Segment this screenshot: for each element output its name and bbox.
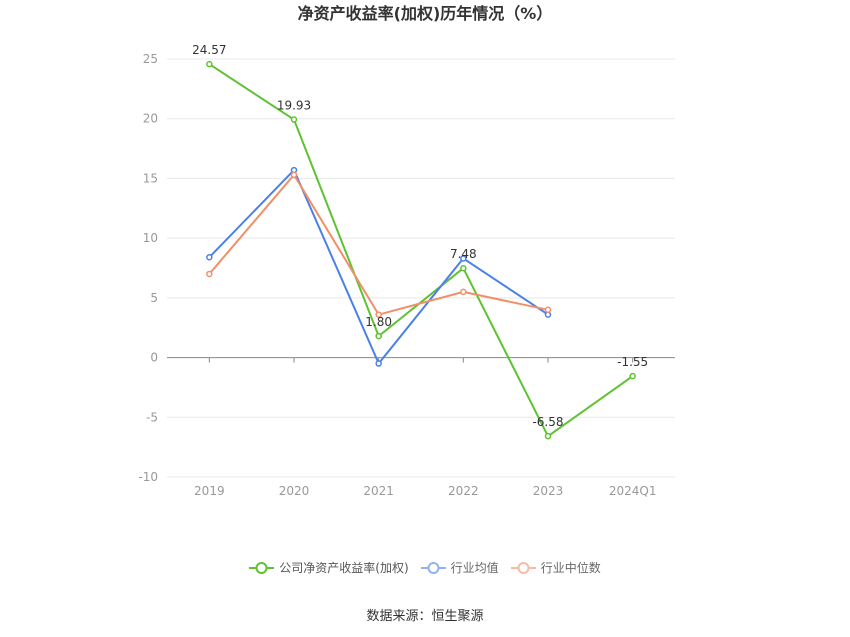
- data-point: [460, 288, 467, 296]
- y-tick-label: -5: [146, 410, 158, 424]
- data-source: 数据来源：恒生聚源: [366, 609, 484, 624]
- data-point: [544, 432, 552, 440]
- data-point: [460, 264, 467, 272]
- y-tick-label: 10: [143, 231, 158, 245]
- legend-label-industry-mean: 行业均值: [450, 561, 499, 575]
- legend-item-industry-mean[interactable]: 行业均值: [420, 559, 499, 577]
- data-label: 1.80: [365, 315, 392, 329]
- legend-label-industry-median: 行业中位数: [540, 561, 601, 575]
- x-tick-label: 2023: [533, 484, 564, 498]
- data-point: [206, 254, 213, 261]
- data-point: [375, 311, 382, 318]
- chart-title: 净资产收益率(加权)历年情况（%）: [297, 4, 553, 23]
- legend-line-circle-icon: [249, 562, 275, 574]
- y-tick-label: -10: [138, 470, 158, 484]
- legend-label-company-roe: 公司净资产收益率(加权): [279, 561, 409, 575]
- x-tick-label: 2019: [194, 484, 225, 498]
- legend-line-circle-icon: [420, 562, 446, 574]
- y-tick-label: 0: [150, 351, 158, 365]
- data-label: 19.93: [277, 99, 311, 113]
- data-point: [290, 116, 298, 123]
- data-point: [290, 171, 298, 179]
- y-tick-label: 25: [143, 52, 158, 66]
- legend-line-circle-icon: [510, 562, 536, 574]
- data-point: [206, 60, 213, 68]
- data-point: [460, 255, 467, 262]
- legend-item-company-roe[interactable]: 公司净资产收益率(加权): [249, 559, 409, 577]
- legend: 公司净资产收益率(加权) 行业均值 行业中位数: [0, 559, 850, 577]
- x-tick-label: 2022: [448, 484, 479, 498]
- data-point: [206, 270, 213, 278]
- data-label: 24.57: [192, 43, 226, 57]
- x-tick-label: 2021: [363, 484, 394, 498]
- series-line: [208, 173, 549, 316]
- y-tick-label: 15: [143, 171, 158, 185]
- data-label: -6.58: [532, 415, 563, 429]
- x-tick-label: 2020: [279, 484, 310, 498]
- line-chart: 25 20 15 10 5 0 -5 -10 2019 2020 2021 2022 2023 2024Q…: [138, 43, 675, 498]
- legend-item-industry-median[interactable]: 行业中位数: [510, 559, 601, 577]
- data-point: [544, 306, 552, 314]
- y-tick-label: 5: [150, 291, 158, 305]
- x-tick-label: 2024Q1: [609, 484, 657, 498]
- y-tick-label: 20: [143, 112, 158, 126]
- data-point: [375, 360, 382, 367]
- series-line: [208, 63, 634, 438]
- data-point: [375, 332, 382, 340]
- data-label: -1.55: [617, 355, 648, 369]
- data-point: [629, 372, 636, 380]
- data-label: 7.48: [450, 247, 477, 261]
